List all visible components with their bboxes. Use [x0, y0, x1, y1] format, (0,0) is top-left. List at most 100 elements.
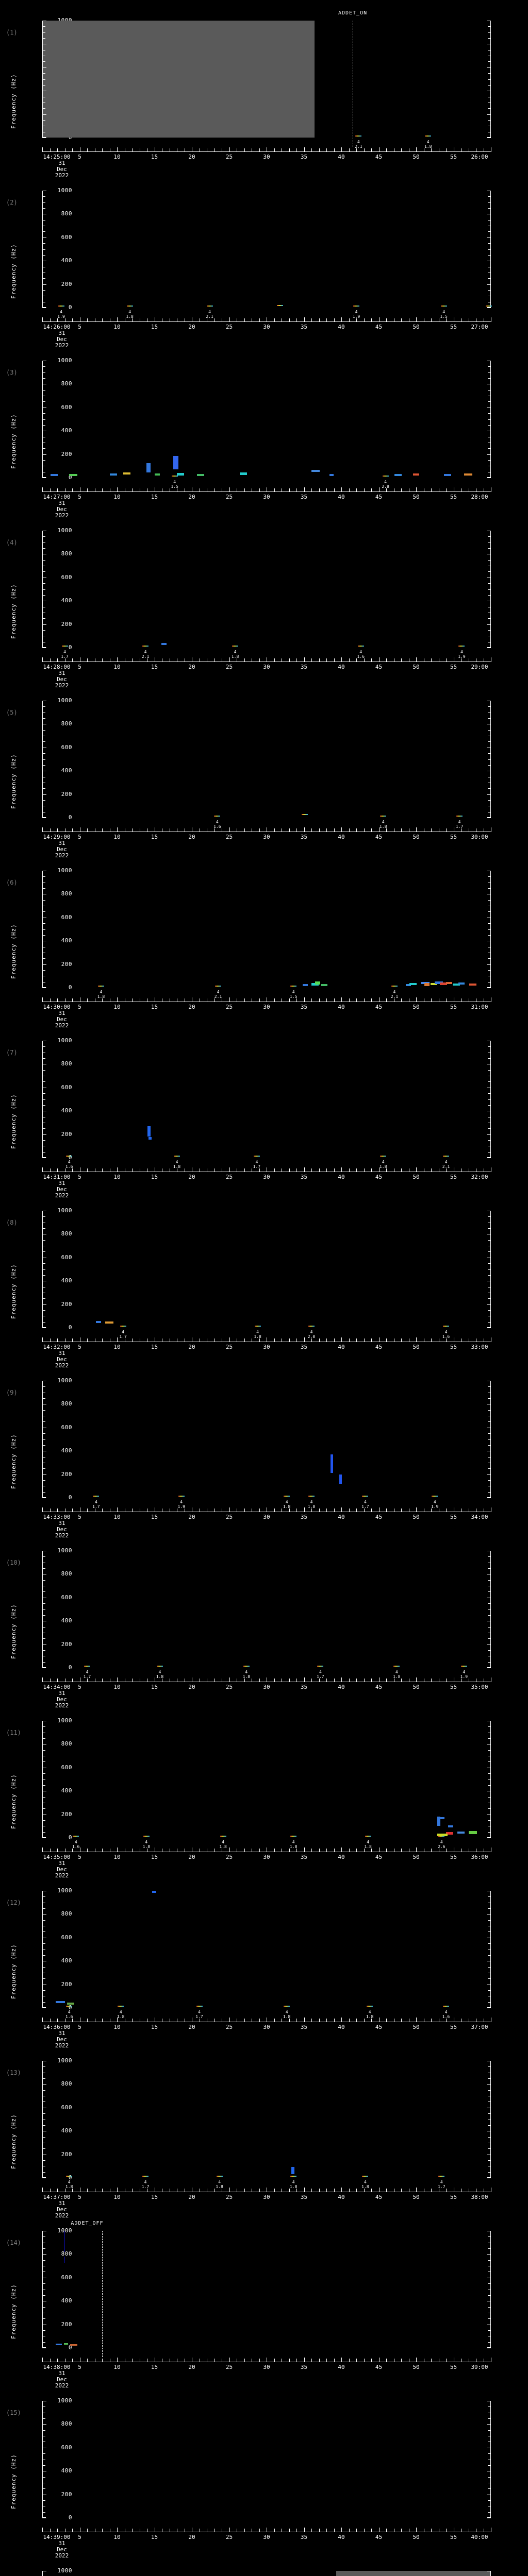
x-axis-tick: [341, 1677, 342, 1682]
x-axis-tick: [364, 2019, 365, 2022]
y-axis-tick-label: 0: [68, 2004, 72, 2011]
x-axis-tick: [364, 1679, 365, 1682]
y-axis-tick: [488, 2172, 491, 2173]
y-axis-tick: [42, 1468, 45, 1469]
x-axis-tick: [446, 148, 447, 151]
x-axis-tick: [117, 1337, 118, 1342]
x-axis-tick: [401, 2019, 402, 2022]
detection-value-label: 1.9: [431, 1504, 439, 1509]
x-axis-tick: [364, 318, 365, 321]
detection-mark: [393, 1666, 400, 1667]
detection-value-label: 1.8: [65, 2184, 73, 2189]
y-axis-tick: [487, 284, 491, 285]
x-axis-tick: [416, 2358, 417, 2362]
x-axis-tick: [289, 2019, 290, 2022]
y-axis-tick-label: 600: [61, 2444, 72, 2451]
y-axis-tick: [42, 1310, 45, 1311]
x-axis-tick-label: 15: [151, 1174, 158, 1180]
detection-count-label: 4: [382, 820, 385, 824]
x-axis-tick: [42, 657, 43, 662]
x-axis-tick: [371, 1849, 372, 1852]
y-axis-tick: [42, 1808, 45, 1809]
x-axis-end-label: 35:00: [471, 1684, 488, 1690]
panel-index-label: (6): [6, 879, 18, 886]
y-axis-tick: [42, 923, 45, 924]
x-axis-tick: [229, 2188, 230, 2192]
detection-value-label: 1.7: [92, 1504, 100, 1509]
x-axis-tick-label: 5: [78, 1684, 81, 1690]
y-axis-tick: [42, 624, 46, 625]
x-axis-tick: [214, 1849, 215, 1852]
x-axis-tick-label: 10: [113, 494, 121, 500]
x-axis-tick: [117, 2528, 118, 2532]
y-axis-title: Frequency (Hz): [10, 1434, 17, 1489]
panel-index-label: (2): [6, 199, 18, 206]
x-axis-tick: [42, 1848, 43, 1852]
x-axis-tick: [349, 318, 350, 321]
x-axis-tick: [416, 317, 417, 321]
y-axis-title: Frequency (Hz): [10, 1094, 17, 1149]
x-axis-tick: [259, 488, 260, 492]
x-axis-tick: [386, 2529, 387, 2532]
x-axis-tick-label: 50: [412, 2534, 420, 2540]
panel-index-label: (14): [6, 2239, 21, 2246]
detection-value-label: 1.6: [65, 2014, 73, 2019]
x-axis-tick: [42, 487, 43, 492]
y-axis-tick: [42, 1990, 45, 1991]
x-axis-tick-label: 10: [113, 1684, 121, 1690]
x-axis-tick-label: 10: [113, 2024, 121, 2030]
x-axis-tick: [42, 827, 43, 832]
detection-value-label: 1.8: [361, 2184, 369, 2189]
y-axis-tick: [42, 706, 45, 707]
y-axis-tick: [488, 595, 491, 596]
x-axis-tick: [132, 1509, 133, 1512]
x-axis-tick: [244, 488, 245, 492]
detection-mark: [362, 1496, 369, 1497]
x-axis-tick: [117, 1507, 118, 1512]
x-axis-tick-label: 5: [78, 154, 81, 160]
y-axis-tick: [42, 208, 45, 209]
detection-mark: [220, 1836, 226, 1837]
y-axis-tick: [487, 1304, 491, 1305]
y-axis-tick-label: 800: [61, 1570, 72, 1578]
detection-count-label: 4: [158, 1670, 161, 1674]
y-axis-bottom-cap: [42, 137, 46, 138]
x-axis-start-label: 14:37:00: [43, 2194, 71, 2200]
x-axis-tick-label: 50: [412, 1684, 420, 1690]
detection-value-label: 1.7: [119, 1334, 127, 1339]
x-axis-tick: [132, 1168, 133, 1172]
y-axis-tick-label: 800: [61, 2250, 72, 2258]
y-axis-tick-label: 600: [61, 1083, 72, 1091]
y-axis-tick-label: 0: [68, 984, 72, 991]
x-axis-start-label: 14:39:00: [43, 2534, 71, 2540]
x-axis-tick-label: 20: [188, 494, 195, 500]
x-axis-tick: [87, 2529, 88, 2532]
y-axis-tick: [488, 1269, 491, 1270]
x-axis-tick: [72, 658, 73, 662]
x-axis-tick-label: 55: [450, 1174, 457, 1180]
y-axis-tick: [42, 378, 45, 379]
x-axis-tick: [50, 1509, 51, 1512]
y-axis-title: Frequency (Hz): [10, 1774, 17, 1829]
detection-value-label: 2.1: [214, 994, 222, 999]
x-axis-tick: [42, 997, 43, 1002]
x-axis-tick: [378, 147, 380, 151]
x-axis-tick: [296, 658, 297, 662]
y-axis-tick: [488, 1738, 491, 1739]
x-axis-tick: [319, 2529, 320, 2532]
x-axis-tick-label: 25: [225, 1854, 233, 1860]
date-line-1: 31: [58, 2370, 65, 2377]
plot-area-13: [42, 2061, 491, 2178]
event-marker-dashed-line: [102, 2231, 103, 2357]
x-axis-tick: [401, 1338, 402, 1342]
date-line-2: Dec: [57, 1016, 67, 1023]
x-axis-tick: [356, 998, 357, 1002]
y-axis-tick: [42, 1216, 45, 1217]
no-data-region: [42, 21, 315, 138]
x-axis-tick: [87, 828, 88, 832]
spectral-blob: [469, 983, 477, 986]
x-axis-tick: [42, 1337, 43, 1342]
x-axis-tick: [378, 1507, 380, 1512]
y-axis-tick-label: 800: [61, 1910, 72, 1918]
y-axis-tick-label: 800: [61, 550, 72, 557]
